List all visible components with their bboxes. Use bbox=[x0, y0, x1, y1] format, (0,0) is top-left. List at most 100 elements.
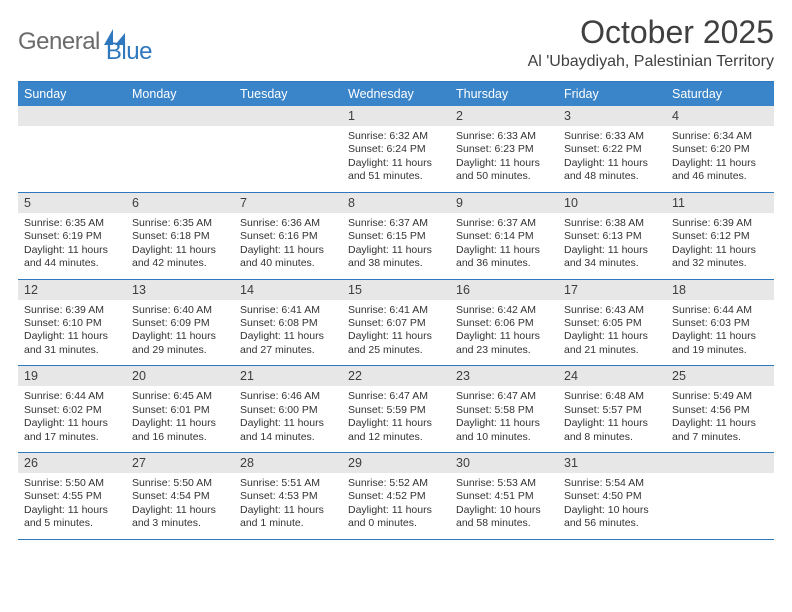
day-details: Sunrise: 6:43 AMSunset: 6:05 PMDaylight:… bbox=[558, 300, 666, 366]
day-number: 26 bbox=[18, 453, 126, 473]
sunrise-text: Sunrise: 6:35 AM bbox=[24, 217, 120, 230]
day-number: 20 bbox=[126, 366, 234, 386]
day-details: Sunrise: 6:34 AMSunset: 6:20 PMDaylight:… bbox=[666, 126, 774, 192]
daylight-text: Daylight: 11 hours and 31 minutes. bbox=[24, 330, 120, 357]
sunrise-text: Sunrise: 5:51 AM bbox=[240, 477, 336, 490]
day-number: 21 bbox=[234, 366, 342, 386]
day-number: 5 bbox=[18, 193, 126, 213]
sunrise-text: Sunrise: 6:37 AM bbox=[456, 217, 552, 230]
day-details: Sunrise: 6:41 AMSunset: 6:07 PMDaylight:… bbox=[342, 300, 450, 366]
day-details: Sunrise: 5:52 AMSunset: 4:52 PMDaylight:… bbox=[342, 473, 450, 539]
weekday-header: Wednesday bbox=[342, 82, 450, 106]
day-number: 18 bbox=[666, 280, 774, 300]
daylight-text: Daylight: 11 hours and 5 minutes. bbox=[24, 504, 120, 531]
day-cell: 11Sunrise: 6:39 AMSunset: 6:12 PMDayligh… bbox=[666, 193, 774, 279]
day-number: 4 bbox=[666, 106, 774, 126]
sunset-text: Sunset: 6:07 PM bbox=[348, 317, 444, 330]
day-number: 19 bbox=[18, 366, 126, 386]
daylight-text: Daylight: 11 hours and 38 minutes. bbox=[348, 244, 444, 271]
day-number: 3 bbox=[558, 106, 666, 126]
day-details: Sunrise: 6:38 AMSunset: 6:13 PMDaylight:… bbox=[558, 213, 666, 279]
day-details: Sunrise: 6:37 AMSunset: 6:14 PMDaylight:… bbox=[450, 213, 558, 279]
sunset-text: Sunset: 6:24 PM bbox=[348, 143, 444, 156]
sunset-text: Sunset: 6:03 PM bbox=[672, 317, 768, 330]
daylight-text: Daylight: 11 hours and 42 minutes. bbox=[132, 244, 228, 271]
day-cell: 31Sunrise: 5:54 AMSunset: 4:50 PMDayligh… bbox=[558, 453, 666, 539]
day-number: 24 bbox=[558, 366, 666, 386]
day-cell: 15Sunrise: 6:41 AMSunset: 6:07 PMDayligh… bbox=[342, 280, 450, 366]
daylight-text: Daylight: 11 hours and 14 minutes. bbox=[240, 417, 336, 444]
day-details: Sunrise: 6:46 AMSunset: 6:00 PMDaylight:… bbox=[234, 386, 342, 452]
weekday-header: Monday bbox=[126, 82, 234, 106]
daylight-text: Daylight: 11 hours and 1 minute. bbox=[240, 504, 336, 531]
daylight-text: Daylight: 11 hours and 17 minutes. bbox=[24, 417, 120, 444]
sunset-text: Sunset: 6:06 PM bbox=[456, 317, 552, 330]
day-number: 10 bbox=[558, 193, 666, 213]
day-cell: 4Sunrise: 6:34 AMSunset: 6:20 PMDaylight… bbox=[666, 106, 774, 192]
weeks-container: 1Sunrise: 6:32 AMSunset: 6:24 PMDaylight… bbox=[18, 106, 774, 540]
daylight-text: Daylight: 10 hours and 56 minutes. bbox=[564, 504, 660, 531]
daylight-text: Daylight: 11 hours and 21 minutes. bbox=[564, 330, 660, 357]
day-cell: 22Sunrise: 6:47 AMSunset: 5:59 PMDayligh… bbox=[342, 366, 450, 452]
sunset-text: Sunset: 6:05 PM bbox=[564, 317, 660, 330]
weekday-header: Tuesday bbox=[234, 82, 342, 106]
sunset-text: Sunset: 6:09 PM bbox=[132, 317, 228, 330]
day-number: 9 bbox=[450, 193, 558, 213]
day-cell: 29Sunrise: 5:52 AMSunset: 4:52 PMDayligh… bbox=[342, 453, 450, 539]
sunrise-text: Sunrise: 6:33 AM bbox=[564, 130, 660, 143]
day-number bbox=[234, 106, 342, 126]
logo-text-general: General bbox=[18, 28, 100, 56]
sunset-text: Sunset: 5:58 PM bbox=[456, 404, 552, 417]
day-number: 17 bbox=[558, 280, 666, 300]
day-cell: 18Sunrise: 6:44 AMSunset: 6:03 PMDayligh… bbox=[666, 280, 774, 366]
daylight-text: Daylight: 11 hours and 23 minutes. bbox=[456, 330, 552, 357]
sunrise-text: Sunrise: 6:37 AM bbox=[348, 217, 444, 230]
sunrise-text: Sunrise: 6:46 AM bbox=[240, 390, 336, 403]
day-details: Sunrise: 6:44 AMSunset: 6:02 PMDaylight:… bbox=[18, 386, 126, 452]
day-number bbox=[666, 453, 774, 473]
day-cell bbox=[126, 106, 234, 192]
sunset-text: Sunset: 4:53 PM bbox=[240, 490, 336, 503]
daylight-text: Daylight: 11 hours and 19 minutes. bbox=[672, 330, 768, 357]
day-details bbox=[18, 126, 126, 184]
sunset-text: Sunset: 6:02 PM bbox=[24, 404, 120, 417]
sunset-text: Sunset: 6:22 PM bbox=[564, 143, 660, 156]
day-details: Sunrise: 6:36 AMSunset: 6:16 PMDaylight:… bbox=[234, 213, 342, 279]
sunset-text: Sunset: 6:01 PM bbox=[132, 404, 228, 417]
day-number: 28 bbox=[234, 453, 342, 473]
day-number: 11 bbox=[666, 193, 774, 213]
day-details: Sunrise: 5:50 AMSunset: 4:54 PMDaylight:… bbox=[126, 473, 234, 539]
day-cell: 20Sunrise: 6:45 AMSunset: 6:01 PMDayligh… bbox=[126, 366, 234, 452]
day-details: Sunrise: 5:51 AMSunset: 4:53 PMDaylight:… bbox=[234, 473, 342, 539]
day-cell: 5Sunrise: 6:35 AMSunset: 6:19 PMDaylight… bbox=[18, 193, 126, 279]
daylight-text: Daylight: 11 hours and 50 minutes. bbox=[456, 157, 552, 184]
day-number: 12 bbox=[18, 280, 126, 300]
sunset-text: Sunset: 6:00 PM bbox=[240, 404, 336, 417]
day-number bbox=[126, 106, 234, 126]
daylight-text: Daylight: 11 hours and 40 minutes. bbox=[240, 244, 336, 271]
daylight-text: Daylight: 11 hours and 46 minutes. bbox=[672, 157, 768, 184]
day-details: Sunrise: 6:42 AMSunset: 6:06 PMDaylight:… bbox=[450, 300, 558, 366]
sunrise-text: Sunrise: 6:44 AM bbox=[24, 390, 120, 403]
day-cell: 2Sunrise: 6:33 AMSunset: 6:23 PMDaylight… bbox=[450, 106, 558, 192]
day-cell: 17Sunrise: 6:43 AMSunset: 6:05 PMDayligh… bbox=[558, 280, 666, 366]
sunrise-text: Sunrise: 6:35 AM bbox=[132, 217, 228, 230]
sunset-text: Sunset: 6:16 PM bbox=[240, 230, 336, 243]
sunset-text: Sunset: 6:18 PM bbox=[132, 230, 228, 243]
day-cell: 23Sunrise: 6:47 AMSunset: 5:58 PMDayligh… bbox=[450, 366, 558, 452]
day-details: Sunrise: 6:44 AMSunset: 6:03 PMDaylight:… bbox=[666, 300, 774, 366]
week-row: 1Sunrise: 6:32 AMSunset: 6:24 PMDaylight… bbox=[18, 106, 774, 193]
day-number: 22 bbox=[342, 366, 450, 386]
location-subtitle: Al 'Ubaydiyah, Palestinian Territory bbox=[528, 53, 774, 71]
day-cell: 27Sunrise: 5:50 AMSunset: 4:54 PMDayligh… bbox=[126, 453, 234, 539]
sunset-text: Sunset: 4:54 PM bbox=[132, 490, 228, 503]
day-number: 31 bbox=[558, 453, 666, 473]
day-details: Sunrise: 6:33 AMSunset: 6:22 PMDaylight:… bbox=[558, 126, 666, 192]
day-cell: 14Sunrise: 6:41 AMSunset: 6:08 PMDayligh… bbox=[234, 280, 342, 366]
daylight-text: Daylight: 11 hours and 3 minutes. bbox=[132, 504, 228, 531]
sunrise-text: Sunrise: 5:50 AM bbox=[24, 477, 120, 490]
day-cell: 30Sunrise: 5:53 AMSunset: 4:51 PMDayligh… bbox=[450, 453, 558, 539]
day-number: 16 bbox=[450, 280, 558, 300]
logo: General Blue bbox=[18, 18, 152, 66]
sunrise-text: Sunrise: 6:36 AM bbox=[240, 217, 336, 230]
